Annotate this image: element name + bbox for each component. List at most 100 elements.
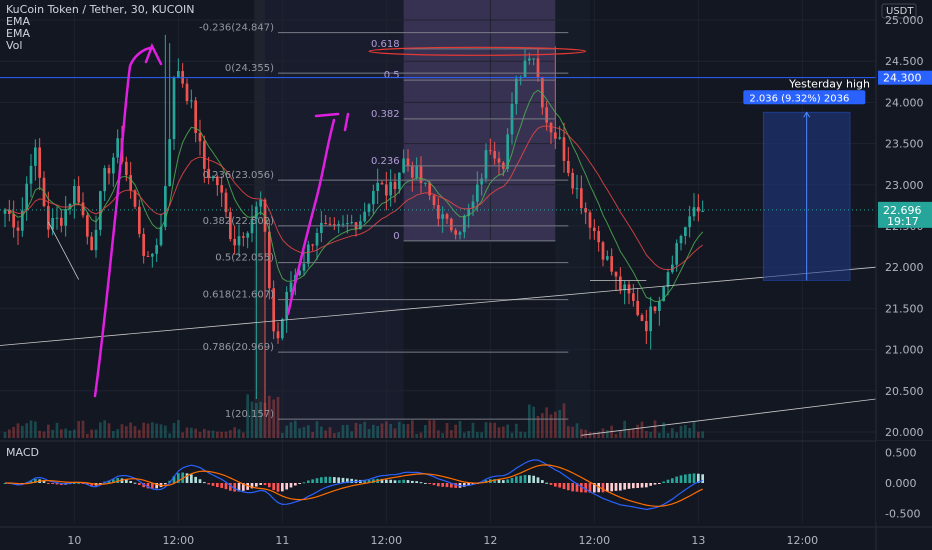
time-tick-label: 12:00 xyxy=(578,534,610,547)
candle-down xyxy=(46,206,50,230)
ema-slow-line xyxy=(4,125,704,271)
volume-bar xyxy=(133,426,137,438)
volume-bar xyxy=(384,421,388,438)
volume-bar xyxy=(480,432,484,438)
macd-hist-bar xyxy=(527,475,531,483)
volume-bar xyxy=(653,420,657,438)
macd-hist-bar xyxy=(640,483,644,488)
volume-bar xyxy=(120,424,124,438)
fib-retracement-1: -0.236(24.847) 0(24.355) 0.236(23.056) 0.38… xyxy=(199,23,569,420)
macd-hist-bar xyxy=(501,480,505,483)
candle-up xyxy=(111,157,115,174)
volume-bar xyxy=(68,430,72,438)
volume-bar xyxy=(584,429,588,438)
fib-level-label: 0.382(22.502) xyxy=(203,216,275,227)
volume-bar xyxy=(3,432,7,438)
macd-hist-bar xyxy=(579,483,583,493)
volume-bar xyxy=(189,427,193,438)
macd-hist-bar xyxy=(623,483,627,490)
chart-legend: KuCoin Token / Tether, 30, KUCOIN EMA EM… xyxy=(6,4,195,52)
macd-hist-bar xyxy=(306,480,310,483)
candle-down xyxy=(419,166,423,183)
candle-down xyxy=(549,122,553,133)
macd-hist-bar xyxy=(666,479,670,483)
time-tick-label: 12:00 xyxy=(786,534,818,547)
candle-down xyxy=(194,100,198,133)
macd-hist-bar xyxy=(293,483,297,486)
candle-up xyxy=(350,222,354,224)
fib-level-label: 0.786(20.969) xyxy=(203,342,275,353)
fib2-level-label: 0 xyxy=(393,231,399,242)
price-tick-label: 20.500 xyxy=(885,385,924,398)
macd-hist-bar xyxy=(662,481,666,483)
volume-bar xyxy=(85,433,89,438)
macd-hist-bar xyxy=(454,483,458,488)
volume-bar xyxy=(471,422,475,438)
ema-indicator-1[interactable]: EMA xyxy=(6,15,30,28)
volume-bar xyxy=(16,423,20,438)
volume-bar xyxy=(29,420,33,438)
candle-up xyxy=(163,186,167,227)
trendline-lower xyxy=(581,398,877,436)
candle-down xyxy=(588,212,592,228)
volume-indicator[interactable]: Vol xyxy=(6,39,23,52)
macd-hist-bar xyxy=(384,479,388,483)
volume-bar xyxy=(42,431,46,438)
macd-hist-bar xyxy=(77,482,81,484)
candle-down xyxy=(202,141,206,169)
macd-hist-bar xyxy=(42,481,46,483)
macd-hist-bar xyxy=(194,476,198,483)
volume-bars xyxy=(3,394,705,438)
candle-down xyxy=(12,213,16,228)
macd-hist-bar xyxy=(259,483,263,485)
price-tick-label: 23.000 xyxy=(885,179,924,192)
volume-bar xyxy=(458,421,462,438)
measure-label: 2.036 (9.32%) 2036 xyxy=(749,93,849,104)
volume-bar xyxy=(696,431,700,438)
candle-up xyxy=(467,208,471,216)
ema-indicator-2[interactable]: EMA xyxy=(6,27,30,40)
candle-down xyxy=(142,233,146,256)
candle-up xyxy=(280,319,284,339)
magenta-arrowhead-1 xyxy=(144,42,163,66)
candle-down xyxy=(324,222,328,224)
macd-hist-bar xyxy=(241,483,245,491)
candle-up xyxy=(458,232,462,235)
fib2-level-label: 0.5 xyxy=(384,70,400,81)
candle-down xyxy=(220,185,224,193)
candle-down xyxy=(332,224,336,226)
volume-bar xyxy=(688,427,692,438)
macd-title[interactable]: MACD xyxy=(6,446,39,459)
volume-bar xyxy=(540,413,544,438)
macd-hist-bar xyxy=(467,483,471,486)
macd-hist-bar xyxy=(90,483,94,486)
candle-up xyxy=(523,60,527,77)
candle-up xyxy=(367,204,371,212)
candle-up xyxy=(64,209,68,226)
volume-bar xyxy=(566,426,570,438)
volume-bar xyxy=(181,432,185,438)
macd-hist-bar xyxy=(237,483,241,492)
candle-up xyxy=(462,215,466,233)
macd-hist-bar xyxy=(397,480,401,483)
symbol-title[interactable]: KuCoin Token / Tether, 30, KUCOIN xyxy=(6,3,195,16)
price-tick-label: 24.500 xyxy=(885,55,924,68)
volume-bar xyxy=(397,421,401,438)
candle-down xyxy=(436,205,440,219)
macd-hist-bar xyxy=(272,483,276,491)
volume-bar xyxy=(289,422,293,438)
candle-down xyxy=(16,227,20,231)
candle-up xyxy=(116,138,120,158)
macd-hist-bar xyxy=(497,479,501,483)
fib2-level-label: 0.618 xyxy=(371,39,400,50)
candle-down xyxy=(449,218,453,231)
volume-bar xyxy=(298,428,302,438)
volume-bar xyxy=(280,432,284,438)
candle-up xyxy=(341,223,345,225)
macd-hist-bar xyxy=(410,480,414,483)
candle-down xyxy=(553,132,557,139)
volume-bar xyxy=(432,420,436,438)
candle-down xyxy=(81,202,85,216)
